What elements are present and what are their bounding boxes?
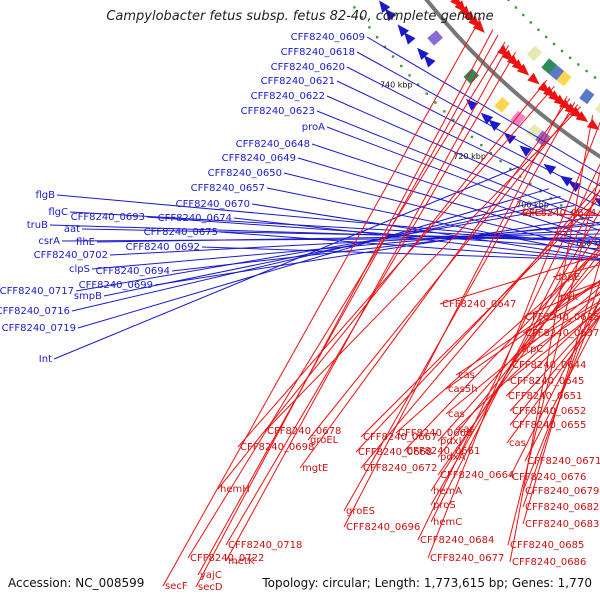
gene-label: CFF8240_0609 (291, 32, 365, 43)
gene-label: CFF8240_0671 (527, 456, 600, 467)
gene-label: CFF8240_0668 (358, 447, 432, 458)
gene-label: CFF8240_0648 (236, 139, 310, 150)
gene-label: flhE (76, 237, 95, 248)
gc-dot (507, 0, 509, 1)
category-block (579, 89, 594, 105)
category-block (427, 30, 443, 45)
gc-dot (392, 55, 394, 57)
gene-label: CFF8240_0717 (0, 286, 74, 297)
gc-dot (499, 160, 501, 162)
gene-label: CFF8240_0623 (241, 106, 315, 117)
gene-label: CFF8240_0684 (420, 535, 494, 546)
gc-dot (553, 43, 555, 45)
gene-label: smpB (74, 291, 102, 302)
category-block (510, 111, 525, 127)
gene-label: CFF8240_0670 (176, 199, 250, 210)
gene-label: flgB (35, 190, 55, 201)
gene-label: CFF8240_0682 (525, 502, 599, 513)
gene-label: secF (165, 581, 188, 592)
gc-dot (560, 204, 562, 206)
gene-label: CFF8240_0618 (281, 47, 355, 58)
gc-dot (400, 65, 402, 67)
gene-label: hemC (433, 517, 462, 528)
genome-summary: Topology: circular; Length: 1,773,615 bp… (262, 576, 592, 590)
gc-dot (594, 76, 596, 78)
gene-label: cas (509, 438, 526, 449)
gene-label: CFF8240_0649 (222, 153, 296, 164)
map-title: Campylobacter fetus subsp. fetus 82-40, … (0, 9, 600, 24)
gene-label: proA (302, 122, 325, 133)
gene-label: CFF8240_0719 (2, 323, 76, 334)
gene-label: folC (522, 208, 541, 219)
accession-label: Accession: NC_008599 (8, 576, 144, 590)
gc-dot (561, 50, 563, 52)
plus-strand-gene (501, 129, 517, 144)
gene-label: CFF8240_0621 (261, 76, 335, 87)
gene-label: CFF8240_0620 (271, 62, 345, 73)
gc-dot (376, 36, 378, 38)
category-block (494, 97, 509, 113)
gene-label: CFF8240_0679 (525, 486, 599, 497)
gene-label: CFF8240_0683 (525, 519, 599, 530)
gene-label: csrA (38, 236, 60, 247)
gc-dot (434, 101, 436, 103)
minus-strand-gene (527, 73, 543, 88)
gc-dot (471, 136, 473, 138)
gene-label: truB (27, 220, 48, 231)
gene-label: CFF8240_0722 (190, 553, 264, 564)
gc-dot (537, 29, 539, 31)
gene-label: mgtE (302, 463, 328, 474)
gc-dot (480, 144, 482, 146)
gene-label: CFF8240_0716 (0, 306, 70, 317)
gene-label: CFF8240_0667 (363, 432, 437, 443)
gene-label: CFF8240_0694 (96, 266, 170, 277)
gc-dot (577, 63, 579, 65)
gene-label: CFF8240_0699 (79, 280, 153, 291)
gene-label: CFF8240_0718 (228, 540, 302, 551)
gc-dot (368, 26, 370, 28)
gene-label: CFF8240_0657 (191, 183, 265, 194)
gc-dot (585, 70, 587, 72)
gene-label: CFF8240_0702 (34, 250, 108, 261)
category-block (595, 100, 600, 116)
gene-label: CFF8240_0685 (510, 540, 584, 551)
gc-dot (545, 36, 547, 38)
gene-label: clpS (69, 264, 90, 275)
gc-dot (408, 74, 410, 76)
tick-label: 740 kbp (380, 80, 413, 89)
category-block (527, 46, 542, 62)
gene-label: CFF8240_0650 (208, 168, 282, 179)
gene-label: CFF8240_0622 (251, 91, 325, 102)
gene-label: yajC (200, 570, 222, 581)
gene-label: flgC (48, 207, 68, 218)
gene-label: CFF8240_0696 (346, 522, 420, 533)
gene-label: Int (39, 354, 52, 365)
gene-label: CFF8240_0676 (512, 472, 586, 483)
gene-label: CFF8240_0686 (512, 557, 586, 568)
gene-label: secD (198, 582, 223, 593)
gene-label: hemA (433, 486, 462, 497)
gc-dot (443, 110, 445, 112)
gc-dot (569, 57, 571, 59)
gene-label: CFF8240_0647 (442, 299, 516, 310)
gene-label: CFF8240_0677 (430, 553, 504, 564)
gc-dot (425, 92, 427, 94)
